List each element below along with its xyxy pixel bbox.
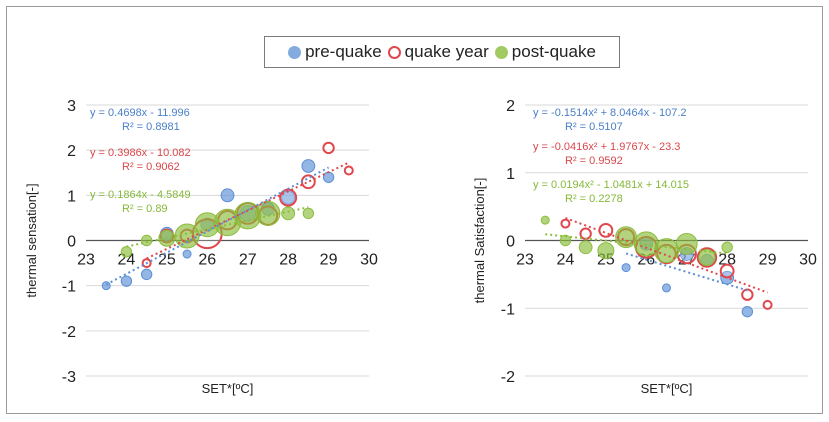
data-point: [621, 263, 631, 273]
data-point: [120, 246, 133, 258]
data-point: [675, 232, 698, 255]
data-point: [560, 218, 571, 229]
y-tick-label: -2: [501, 369, 515, 386]
data-point: [182, 249, 192, 259]
x-tick-label: 30: [360, 252, 378, 269]
data-point: [343, 165, 354, 176]
legend-label: quake year: [404, 42, 489, 61]
data-point: [140, 268, 153, 281]
data-point: [301, 159, 316, 173]
data-point: [255, 200, 281, 226]
chart-legend: pre-quake quake year post-quake: [264, 36, 620, 68]
data-point: [559, 234, 572, 247]
data-point: [578, 240, 593, 255]
trendline: [126, 206, 309, 248]
data-point: [597, 242, 615, 260]
x-tick-label: 29: [320, 252, 338, 269]
x-tick-label: 23: [516, 252, 534, 269]
y-tick-label: 0: [506, 234, 515, 251]
y-axis-title: thermal sensation[-]: [24, 183, 39, 297]
trend-equation: y = 0.4698x - 11.996: [90, 107, 190, 119]
data-point: [598, 222, 614, 238]
trend-equation: R² = 0.2278: [565, 193, 623, 205]
trend-equation: y = 0.1864x - 4.5849: [90, 189, 191, 201]
data-point: [698, 248, 716, 266]
trendline: [105, 166, 330, 286]
x-tick-label: 30: [799, 252, 817, 269]
data-point: [540, 215, 550, 225]
data-point: [300, 174, 316, 190]
x-axis-title: SET*[ºC]: [202, 381, 254, 396]
legend-item-post-quake: post-quake: [494, 42, 596, 62]
y-tick-label: -3: [62, 369, 76, 386]
series-quake-year: [560, 218, 773, 310]
y-axis-title: thermal Satisfaction[-]: [472, 178, 487, 304]
trend-equation: R² = 0.8981: [122, 121, 180, 133]
legend-marker-quake-year: [387, 45, 401, 59]
x-tick-label: 24: [118, 252, 136, 269]
data-point: [120, 275, 133, 287]
trendline: [625, 252, 748, 292]
data-point: [140, 234, 153, 247]
data-point: [322, 171, 335, 183]
x-tick-label: 27: [239, 252, 257, 269]
y-tick-label: 3: [67, 98, 76, 115]
x-tick-label: 26: [198, 252, 216, 269]
y-tick-label: 2: [506, 98, 515, 115]
legend-marker-pre-quake: [288, 45, 302, 59]
data-point: [302, 207, 315, 220]
data-point: [281, 206, 296, 221]
data-point: [721, 241, 733, 253]
chart-2: -2-10122324252627282930SET*[ºC]thermal S…: [472, 98, 817, 396]
x-tick-label: 28: [718, 252, 736, 269]
x-tick-label: 25: [158, 252, 176, 269]
trend-equation: R² = 0.9062: [122, 161, 180, 173]
data-point: [741, 305, 754, 318]
data-point: [322, 141, 335, 155]
legend-label: pre-quake: [305, 42, 382, 61]
data-point: [719, 263, 735, 279]
x-tick-label: 23: [77, 252, 95, 269]
data-point: [741, 288, 754, 301]
x-tick-label: 29: [759, 252, 777, 269]
y-tick-label: -1: [501, 301, 515, 318]
y-tick-label: 2: [67, 143, 76, 160]
legend-item-quake-year: quake year: [387, 42, 489, 62]
trendline: [545, 233, 728, 255]
data-point: [220, 188, 235, 203]
trendline: [565, 217, 768, 294]
data-point: [662, 283, 671, 293]
data-point: [101, 281, 111, 291]
trend-equation: R² = 0.9592: [565, 155, 623, 167]
trend-equation: y = -0.0416x² + 1.9767x - 23.3: [533, 141, 680, 153]
legend-marker-post-quake: [494, 45, 508, 59]
x-axis-title: SET*[ºC]: [641, 381, 693, 396]
data-point: [762, 299, 773, 310]
y-tick-label: -1: [62, 279, 76, 296]
data-point: [174, 223, 200, 249]
trend-equation: R² = 0.5107: [565, 121, 623, 133]
trend-equation: y = -0.1514x² + 8.0464x - 107.2: [533, 107, 687, 119]
trend-equation: y = 0.3986x - 10.082: [90, 147, 191, 159]
x-tick-label: 24: [557, 252, 575, 269]
x-tick-label: 28: [279, 252, 297, 269]
y-tick-label: 1: [67, 188, 76, 205]
y-tick-label: 1: [506, 166, 515, 183]
legend-item-pre-quake: pre-quake: [288, 42, 382, 62]
trendline: [146, 161, 350, 260]
y-tick-label: -2: [62, 324, 76, 341]
y-tick-label: 0: [67, 234, 76, 251]
trend-equation: R² = 0.89: [122, 203, 168, 215]
legend-label: post-quake: [511, 42, 596, 61]
trend-equation: y = 0.0194x² - 1.0481x + 14.015: [533, 179, 689, 191]
figure-frame: [6, 6, 823, 414]
